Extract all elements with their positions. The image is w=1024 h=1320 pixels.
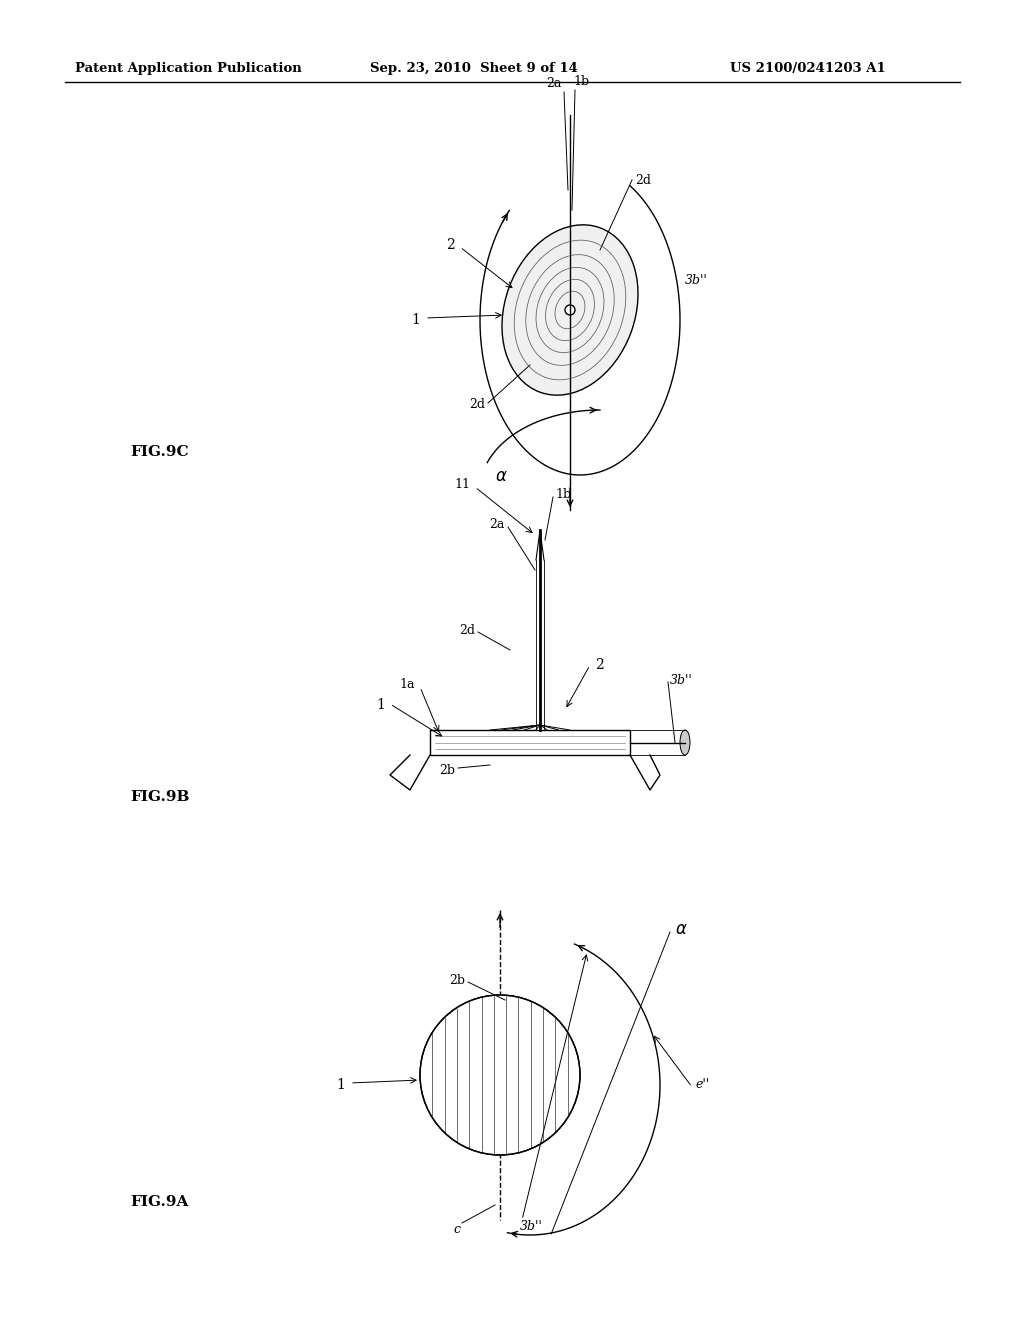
Text: 2b: 2b <box>439 763 455 776</box>
Text: 2a: 2a <box>547 77 562 90</box>
Text: FIG.9C: FIG.9C <box>130 445 188 459</box>
Text: 2d: 2d <box>459 623 475 636</box>
Text: 1a: 1a <box>399 678 415 692</box>
Text: 2: 2 <box>595 657 604 672</box>
Text: 3b'': 3b'' <box>685 273 708 286</box>
Text: US 2100/0241203 A1: US 2100/0241203 A1 <box>730 62 886 75</box>
Text: 1b: 1b <box>555 488 571 502</box>
Text: $\alpha$: $\alpha$ <box>496 467 508 484</box>
Text: 2a: 2a <box>489 519 505 532</box>
Ellipse shape <box>565 305 575 315</box>
Text: 1b: 1b <box>573 75 589 88</box>
Text: e'': e'' <box>695 1078 710 1092</box>
Text: 1: 1 <box>336 1078 345 1092</box>
Text: 2b: 2b <box>449 974 465 986</box>
Text: 2d: 2d <box>635 173 651 186</box>
Text: 2: 2 <box>446 238 455 252</box>
Text: 3b'': 3b'' <box>670 673 693 686</box>
Text: Sep. 23, 2010  Sheet 9 of 14: Sep. 23, 2010 Sheet 9 of 14 <box>370 62 578 75</box>
Text: FIG.9A: FIG.9A <box>130 1195 188 1209</box>
Text: Patent Application Publication: Patent Application Publication <box>75 62 302 75</box>
Text: c: c <box>453 1224 460 1236</box>
Ellipse shape <box>502 224 638 395</box>
Text: $\alpha$: $\alpha$ <box>675 921 688 939</box>
Ellipse shape <box>420 995 580 1155</box>
Text: FIG.9B: FIG.9B <box>130 789 189 804</box>
Text: 3b'': 3b'' <box>520 1220 543 1233</box>
Text: 2d: 2d <box>469 399 485 412</box>
Text: 11: 11 <box>454 479 470 491</box>
Text: 1: 1 <box>411 313 420 327</box>
Ellipse shape <box>680 730 690 755</box>
Text: 1: 1 <box>376 698 385 711</box>
